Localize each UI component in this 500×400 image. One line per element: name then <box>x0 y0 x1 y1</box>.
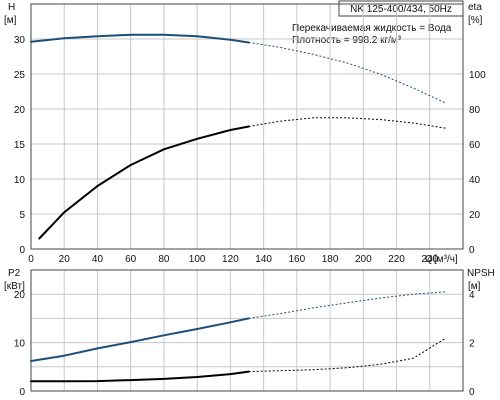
top-left-axis-label: H <box>8 2 15 13</box>
top-series-1-solid-line <box>38 125 250 240</box>
top-left-tick-label: 25 <box>14 70 26 81</box>
x-tick-label: 180 <box>322 254 339 265</box>
x-tick-label: 140 <box>255 254 272 265</box>
top-right-tick-label: 20 <box>469 210 481 221</box>
bottom-plot-frame <box>30 269 464 392</box>
x-tick-label: 240 <box>421 254 438 265</box>
top-right-axis-label: eta <box>468 2 482 13</box>
top-right-tick-label: 40 <box>469 175 481 186</box>
top-right-axis-unit: [%] <box>468 15 483 26</box>
top-left-tick-label: 20 <box>14 105 26 116</box>
annotation-fluid: Перекачиваемая жидкость = Вода <box>292 23 452 34</box>
bottom-right-tick-label: 4 <box>469 290 475 301</box>
x-tick-label: 160 <box>289 254 306 265</box>
chart-title: NK 125-400/434, 50Hz <box>350 4 452 15</box>
x-tick-label: 80 <box>158 254 170 265</box>
top-series-0-dashed-line <box>248 42 447 104</box>
top-left-tick-label: 15 <box>14 140 26 151</box>
bottom-right-tick-label: 2 <box>469 339 475 350</box>
bottom-right-axis-label: NPSH <box>467 268 495 279</box>
bottom-left-axis-label: P2 <box>8 268 21 279</box>
bottom-right-axis-unit: [м] <box>468 281 481 292</box>
top-series-1-dashed-line <box>248 117 447 129</box>
x-tick-label: 20 <box>59 254 71 265</box>
top-right-tick-label: 0 <box>469 245 475 256</box>
x-tick-label: 40 <box>92 254 104 265</box>
top-plot-frame <box>30 3 464 250</box>
x-tick-label: 120 <box>222 254 239 265</box>
x-axis-unit: [м³/ч] <box>434 254 458 265</box>
x-tick-label: 100 <box>189 254 206 265</box>
bottom-right-tick-label: 0 <box>469 387 475 398</box>
top-left-tick-label: 30 <box>14 35 26 46</box>
top-left-axis-unit: [м] <box>4 15 17 26</box>
bottom-left-tick-label: 10 <box>14 339 26 350</box>
bottom-left-tick-label: 0 <box>19 387 25 398</box>
annotation-density: Плотность = 998.2 кг/м³ <box>292 35 402 46</box>
bottom-left-axis-unit: [кВт] <box>4 281 25 292</box>
top-right-tick-label: 60 <box>469 140 481 151</box>
x-tick-label: 200 <box>355 254 372 265</box>
bottom-series-1-solid-line <box>30 370 250 383</box>
top-series-0-solid-line <box>30 33 250 44</box>
bottom-series-0-dashed-line <box>248 291 447 319</box>
top-left-tick-label: 10 <box>14 175 26 186</box>
x-tick-label: 0 <box>28 254 34 265</box>
bottom-left-tick-label: 20 <box>14 290 26 301</box>
top-right-tick-label: 80 <box>469 105 481 116</box>
top-right-tick-label: 100 <box>469 70 486 81</box>
bottom-series-1-dashed-line <box>248 337 447 373</box>
bottom-series-0-solid-line <box>30 317 250 362</box>
x-axis-label: Q <box>425 254 433 265</box>
x-tick-label: 220 <box>388 254 405 265</box>
top-left-tick-label: 5 <box>19 210 25 221</box>
x-tick-label: 60 <box>125 254 137 265</box>
top-left-tick-label: 0 <box>19 245 25 256</box>
